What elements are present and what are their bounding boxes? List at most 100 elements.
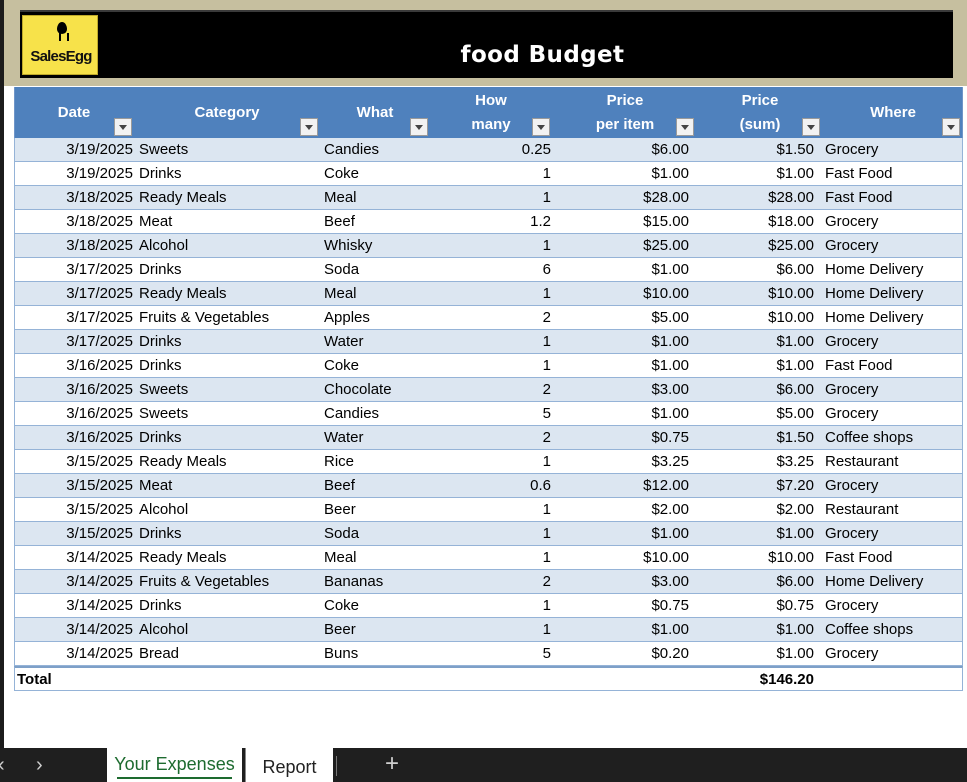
cell-what[interactable]: Soda (324, 261, 360, 278)
cell-where[interactable]: Fast Food (825, 549, 893, 566)
table-row[interactable]: 3/18/2025 Alcohol Whisky 1 $25.00 $25.00… (14, 234, 963, 258)
table-row[interactable]: 3/15/2025 Ready Meals Rice 1 $3.25 $3.25… (14, 450, 963, 474)
cell-how-many[interactable]: 1 (542, 597, 551, 614)
cell-category[interactable]: Alcohol (139, 501, 189, 518)
cell-where[interactable]: Grocery (825, 597, 879, 614)
cell-date[interactable]: 3/17/2025 (66, 333, 133, 350)
cell-how-many[interactable]: 2 (542, 573, 551, 590)
cell-date[interactable]: 3/16/2025 (66, 381, 133, 398)
cell-price[interactable]: $12.00 (643, 477, 689, 494)
cell-date[interactable]: 3/16/2025 (66, 405, 133, 422)
cell-category[interactable]: Drinks (139, 597, 182, 614)
table-row[interactable]: 3/16/2025 Drinks Water 2 $0.75 $1.50 Cof… (14, 426, 963, 450)
cell-where[interactable]: Grocery (825, 477, 879, 494)
cell-price[interactable]: $2.00 (651, 501, 689, 518)
column-header-price[interactable]: Price per item (553, 87, 697, 138)
table-row[interactable]: 3/19/2025 Drinks Coke 1 $1.00 $1.00 Fast… (14, 162, 963, 186)
column-header-what[interactable]: What (321, 87, 429, 138)
column-header-where[interactable]: Where (823, 87, 963, 138)
column-header-how-many[interactable]: How many (429, 87, 553, 138)
cell-how-many[interactable]: 1 (542, 189, 551, 206)
cell-where[interactable]: Grocery (825, 645, 879, 662)
cell-sum[interactable]: $1.00 (776, 333, 814, 350)
cell-where[interactable]: Fast Food (825, 357, 893, 374)
cell-what[interactable]: Beef (324, 477, 355, 494)
cell-category[interactable]: Ready Meals (139, 189, 227, 206)
table-row[interactable]: 3/18/2025 Meat Beef 1.2 $15.00 $18.00 Gr… (14, 210, 963, 234)
filter-dropdown-icon[interactable] (802, 118, 820, 136)
cell-sum[interactable]: $2.00 (776, 501, 814, 518)
cell-date[interactable]: 3/19/2025 (66, 141, 133, 158)
cell-what[interactable]: Beef (324, 213, 355, 230)
cell-sum[interactable]: $6.00 (776, 261, 814, 278)
cell-sum[interactable]: $18.00 (768, 213, 814, 230)
table-row[interactable]: 3/14/2025 Drinks Coke 1 $0.75 $0.75 Groc… (14, 594, 963, 618)
cell-sum[interactable]: $6.00 (776, 381, 814, 398)
cell-sum[interactable]: $1.00 (776, 165, 814, 182)
cell-what[interactable]: Meal (324, 189, 357, 206)
cell-where[interactable]: Grocery (825, 141, 879, 158)
cell-what[interactable]: Candies (324, 405, 380, 422)
cell-date[interactable]: 3/18/2025 (66, 189, 133, 206)
cell-what[interactable]: Water (324, 429, 364, 446)
cell-what[interactable]: Bananas (324, 573, 384, 590)
cell-category[interactable]: Sweets (139, 405, 189, 422)
cell-date[interactable]: 3/15/2025 (66, 453, 133, 470)
filter-dropdown-icon[interactable] (532, 118, 550, 136)
cell-sum[interactable]: $10.00 (768, 549, 814, 566)
table-row[interactable]: 3/16/2025 Sweets Chocolate 2 $3.00 $6.00… (14, 378, 963, 402)
cell-category[interactable]: Alcohol (139, 237, 189, 254)
cell-date[interactable]: 3/16/2025 (66, 429, 133, 446)
column-header-sum[interactable]: Price (sum) (697, 87, 823, 138)
cell-what[interactable]: Coke (324, 357, 360, 374)
cell-where[interactable]: Coffee shops (825, 429, 914, 446)
cell-category[interactable]: Ready Meals (139, 549, 227, 566)
filter-dropdown-icon[interactable] (942, 118, 960, 136)
cell-where[interactable]: Restaurant (825, 453, 899, 470)
cell-price[interactable]: $1.00 (651, 261, 689, 278)
cell-how-many[interactable]: 1 (542, 333, 551, 350)
cell-how-many[interactable]: 0.6 (530, 477, 551, 494)
cell-where[interactable]: Coffee shops (825, 621, 914, 638)
table-row[interactable]: 3/14/2025 Ready Meals Meal 1 $10.00 $10.… (14, 546, 963, 570)
cell-how-many[interactable]: 2 (542, 429, 551, 446)
cell-price[interactable]: $28.00 (643, 189, 689, 206)
cell-price[interactable]: $15.00 (643, 213, 689, 230)
cell-what[interactable]: Beer (324, 501, 356, 518)
cell-price[interactable]: $1.00 (651, 333, 689, 350)
cell-how-many[interactable]: 1 (542, 165, 551, 182)
table-row[interactable]: 3/15/2025 Drinks Soda 1 $1.00 $1.00 Groc… (14, 522, 963, 546)
cell-category[interactable]: Drinks (139, 525, 182, 542)
cell-category[interactable]: Sweets (139, 141, 189, 158)
cell-sum[interactable]: $5.00 (776, 405, 814, 422)
cell-sum[interactable]: $1.00 (776, 357, 814, 374)
table-row[interactable]: 3/16/2025 Drinks Coke 1 $1.00 $1.00 Fast… (14, 354, 963, 378)
cell-where[interactable]: Restaurant (825, 501, 899, 518)
cell-sum[interactable]: $3.25 (776, 453, 814, 470)
cell-date[interactable]: 3/17/2025 (66, 261, 133, 278)
cell-date[interactable]: 3/14/2025 (66, 621, 133, 638)
cell-what[interactable]: Water (324, 333, 364, 350)
cell-date[interactable]: 3/14/2025 (66, 597, 133, 614)
tab-your-expenses[interactable]: Your Expenses (107, 748, 242, 782)
cell-how-many[interactable]: 6 (542, 261, 551, 278)
cell-where[interactable]: Grocery (825, 213, 879, 230)
cell-sum[interactable]: $1.00 (776, 621, 814, 638)
cell-sum[interactable]: $25.00 (768, 237, 814, 254)
table-row[interactable]: 3/18/2025 Ready Meals Meal 1 $28.00 $28.… (14, 186, 963, 210)
cell-sum[interactable]: $28.00 (768, 189, 814, 206)
cell-category[interactable]: Ready Meals (139, 453, 227, 470)
table-row[interactable]: 3/16/2025 Sweets Candies 5 $1.00 $5.00 G… (14, 402, 963, 426)
cell-sum[interactable]: $1.50 (776, 141, 814, 158)
cell-where[interactable]: Grocery (825, 381, 879, 398)
total-row[interactable]: Total $146.20 (14, 666, 963, 691)
cell-sum[interactable]: $10.00 (768, 309, 814, 326)
cell-category[interactable]: Fruits & Vegetables (139, 573, 270, 590)
table-row[interactable]: 3/15/2025 Meat Beef 0.6 $12.00 $7.20 Gro… (14, 474, 963, 498)
cell-where[interactable]: Home Delivery (825, 261, 924, 278)
cell-where[interactable]: Grocery (825, 525, 879, 542)
cell-category[interactable]: Bread (139, 645, 180, 662)
cell-date[interactable]: 3/16/2025 (66, 357, 133, 374)
cell-what[interactable]: Beer (324, 621, 356, 638)
cell-date[interactable]: 3/14/2025 (66, 645, 133, 662)
